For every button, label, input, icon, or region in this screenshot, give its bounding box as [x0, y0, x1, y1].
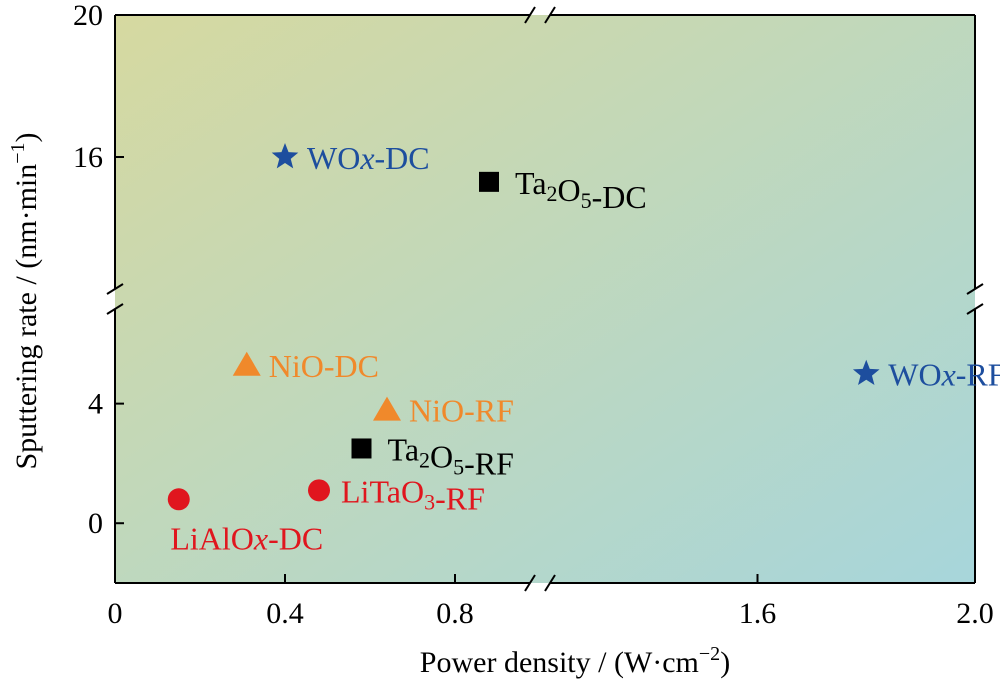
triangle-marker: [232, 351, 261, 376]
triangle-marker: [373, 396, 401, 421]
x-tick-label: 0.4: [266, 597, 304, 630]
star-marker: [852, 359, 880, 386]
x-tick-label: 2.0: [956, 597, 994, 630]
x-break-bottom-b: [544, 574, 556, 592]
square-marker: [351, 438, 372, 459]
star-marker: [271, 143, 299, 169]
point-label: LiTaO3-RF: [341, 473, 485, 516]
x-break-top-a: [524, 6, 536, 24]
data-point: LiTaO3-RF: [308, 473, 485, 516]
circle-marker: [167, 488, 190, 511]
y-break-right-b: [966, 303, 984, 315]
x-axis-title: Power density / (W·cm−2): [420, 643, 730, 679]
point-label: LiAlOx-DC: [170, 520, 323, 556]
y-break-left-b: [106, 303, 124, 315]
data-point: Ta2O5-RF: [351, 431, 514, 481]
y-tick-label: 16: [73, 141, 103, 174]
data-point: NiO-DC: [232, 348, 379, 384]
data-point: LiAlOx-DC: [167, 488, 323, 556]
y-tick-label: 0: [88, 507, 103, 540]
data-point: WOx-RF: [852, 357, 1000, 393]
square-marker: [479, 171, 499, 192]
point-label: WOx-RF: [888, 357, 1000, 393]
y-tick-label: 20: [73, 0, 103, 32]
circle-marker: [308, 479, 330, 502]
point-label: NiO-RF: [409, 393, 514, 429]
y-axis-title: Sputtering rate / (nm·min−1): [7, 132, 43, 469]
data-point: NiO-RF: [373, 393, 514, 429]
y-break-right-a: [966, 283, 984, 295]
x-tick-label: 0.8: [436, 597, 474, 630]
point-label: NiO-DC: [269, 348, 379, 384]
x-break-top-b: [544, 6, 556, 24]
point-label: WOx-DC: [307, 140, 430, 176]
data-point: WOx-DC: [271, 140, 430, 176]
y-break-left-a: [106, 283, 124, 295]
y-tick-label: 4: [88, 388, 103, 421]
x-tick-label: 0: [108, 597, 123, 630]
point-label: Ta2O5-DC: [515, 165, 647, 215]
plot-area: [115, 15, 975, 583]
x-break-bottom-a: [524, 574, 536, 592]
x-tick-label: 1.6: [739, 597, 777, 630]
point-label: Ta2O5-RF: [388, 431, 514, 481]
data-point: Ta2O5-DC: [479, 165, 647, 215]
